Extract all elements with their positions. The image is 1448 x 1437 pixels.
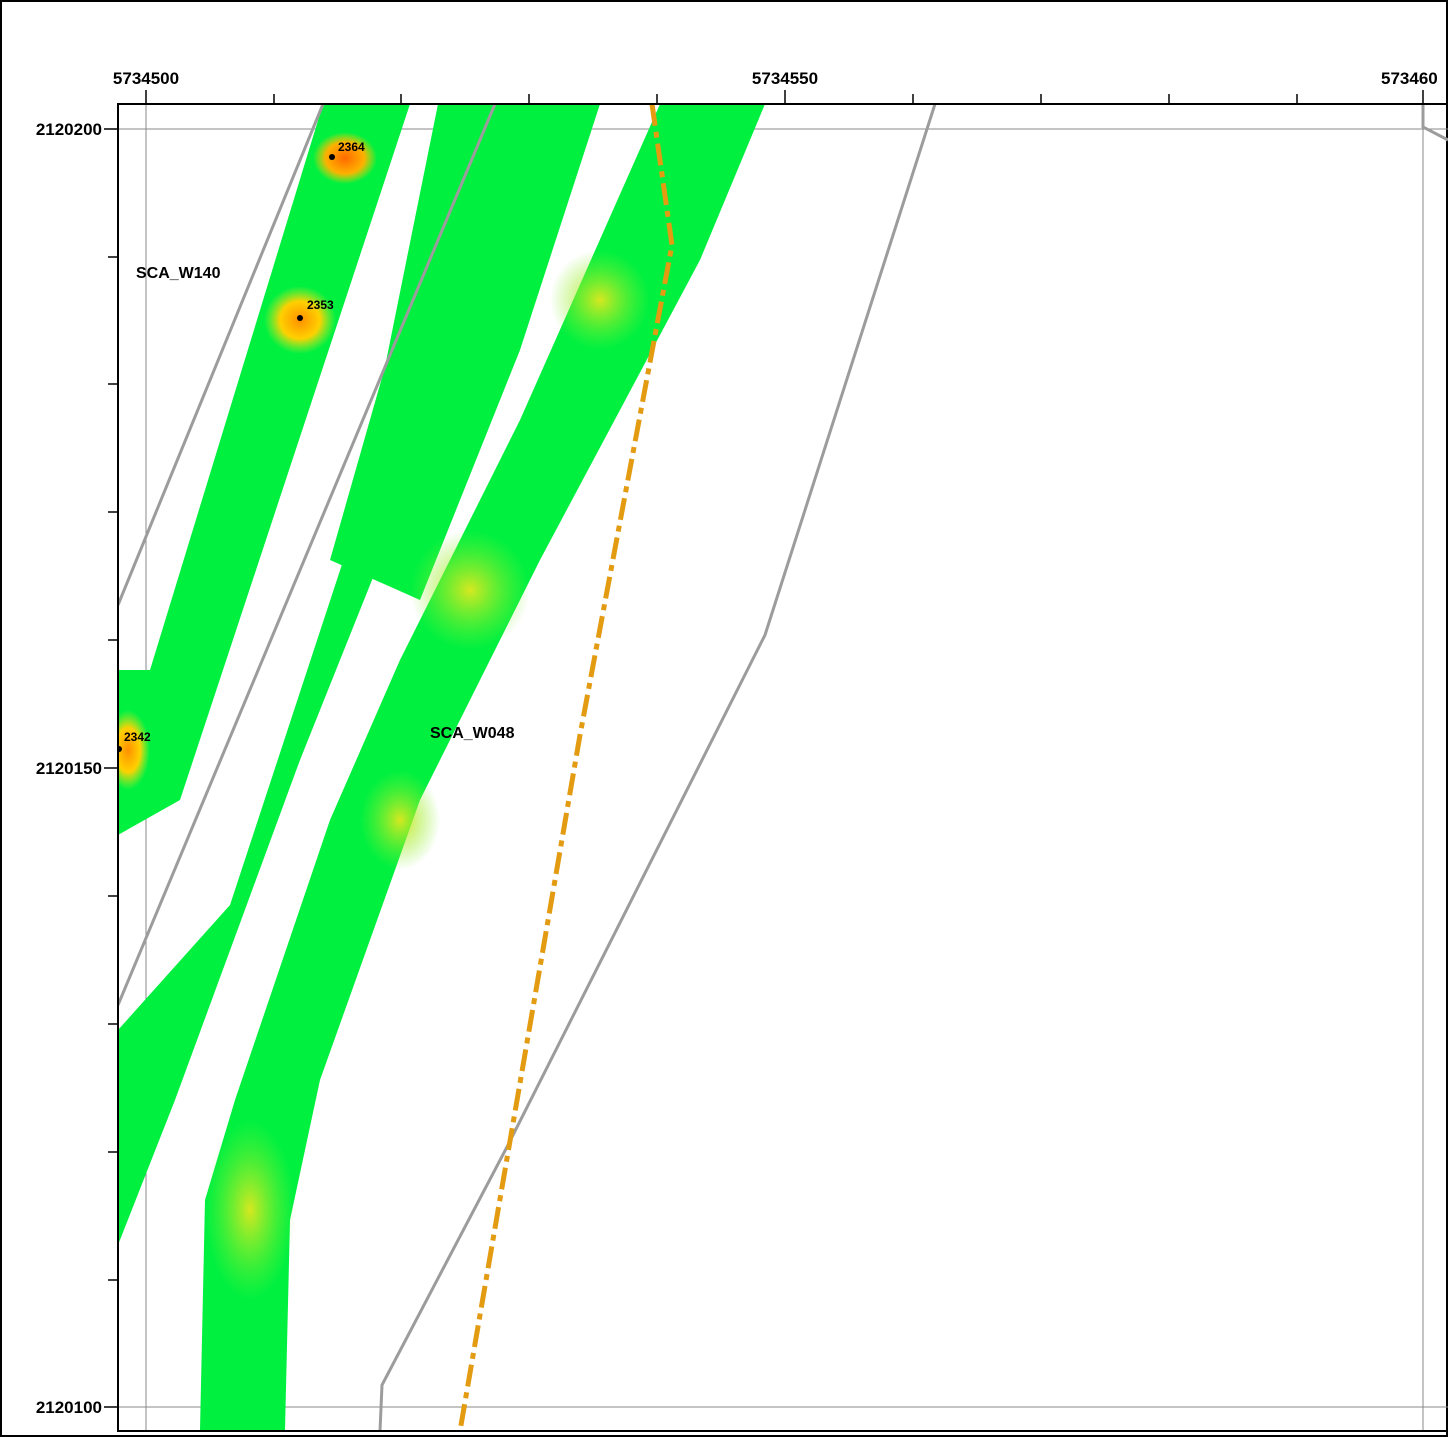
y-axis-label: 2120100 [36,1398,102,1417]
x-axis-label: 5734550 [752,69,818,88]
line-label-sca-w048: SCA_W048 [430,725,515,742]
spot-sounding-label: 2342 [124,730,151,744]
x-axis-label: 573460 [1381,69,1438,88]
survey-line-2 [118,104,497,1006]
depth-highlights [118,132,650,1300]
survey-line-4 [1421,104,1448,142]
axis-ticks [104,90,1424,1408]
x-axis-labels: 5734500 5734550 573460 [113,69,1438,88]
boundary-line [457,104,675,1431]
y-axis-label: 2120150 [36,759,102,778]
survey-line-1 [118,104,325,606]
y-axis-labels: 2120200 2120150 2120100 [36,120,102,1417]
x-axis-label: 5734500 [113,69,179,88]
swath-strip-3 [330,104,600,600]
spot-sounding-label: 2364 [338,140,365,154]
spot-marker-2364 [329,154,335,160]
spot-marker-2353 [297,315,303,321]
map-content [118,104,1448,1431]
spot-sounding-label: 2353 [307,298,334,312]
swath-strip-1 [118,104,410,835]
y-axis-label: 2120200 [36,120,102,139]
spot-markers [118,154,335,752]
line-label-sca-w140: SCA_W140 [136,265,221,282]
